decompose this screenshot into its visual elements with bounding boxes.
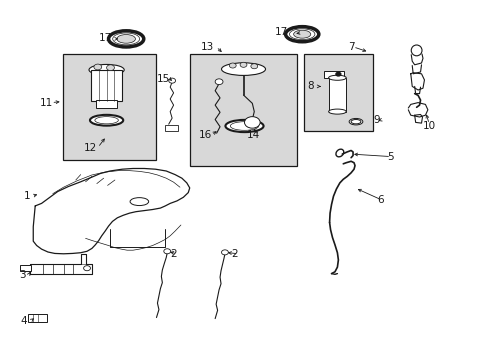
Circle shape: [168, 78, 175, 83]
Circle shape: [106, 65, 114, 71]
Text: 2: 2: [170, 249, 177, 259]
Ellipse shape: [335, 149, 343, 157]
Bar: [165, 125, 177, 131]
Text: 7: 7: [347, 42, 354, 52]
Text: 10: 10: [422, 121, 435, 131]
Text: 1: 1: [23, 191, 30, 201]
Bar: [20, 265, 31, 271]
Ellipse shape: [350, 120, 360, 124]
Ellipse shape: [328, 75, 346, 80]
Bar: [328, 78, 346, 112]
Polygon shape: [407, 103, 427, 117]
Circle shape: [229, 63, 236, 68]
Circle shape: [221, 250, 228, 255]
Bar: [323, 71, 344, 78]
Text: 12: 12: [83, 143, 97, 153]
Ellipse shape: [328, 109, 346, 114]
Text: 3: 3: [19, 270, 25, 280]
Text: 17: 17: [274, 27, 287, 37]
Text: 14: 14: [246, 130, 260, 140]
Ellipse shape: [89, 64, 124, 75]
Circle shape: [94, 64, 102, 70]
Text: 11: 11: [40, 98, 53, 108]
Polygon shape: [33, 168, 189, 254]
Ellipse shape: [285, 27, 318, 42]
Ellipse shape: [90, 115, 123, 126]
Bar: [96, 100, 117, 108]
Circle shape: [335, 72, 340, 76]
Ellipse shape: [117, 35, 135, 43]
Bar: [304, 54, 372, 131]
Ellipse shape: [348, 118, 362, 125]
Circle shape: [250, 64, 257, 69]
Bar: [189, 54, 297, 166]
Circle shape: [83, 266, 90, 271]
Ellipse shape: [410, 45, 421, 56]
Circle shape: [215, 79, 223, 85]
Ellipse shape: [230, 122, 258, 130]
Circle shape: [240, 62, 246, 67]
Polygon shape: [30, 254, 92, 274]
Ellipse shape: [293, 30, 310, 38]
Circle shape: [163, 249, 170, 254]
Text: 16: 16: [198, 130, 212, 140]
Ellipse shape: [95, 117, 118, 124]
Ellipse shape: [130, 198, 148, 206]
Text: 6: 6: [376, 195, 383, 205]
Text: 8: 8: [306, 81, 313, 91]
Text: 2: 2: [231, 249, 238, 259]
Text: 13: 13: [201, 42, 214, 52]
Text: 9: 9: [372, 114, 379, 125]
Bar: [91, 70, 122, 101]
Ellipse shape: [225, 120, 263, 132]
Ellipse shape: [108, 31, 143, 47]
Bar: [28, 314, 47, 322]
Circle shape: [244, 117, 260, 128]
Ellipse shape: [289, 29, 314, 40]
Text: 4: 4: [20, 316, 27, 326]
Text: 17: 17: [98, 33, 112, 43]
Ellipse shape: [221, 63, 265, 76]
Text: 15: 15: [157, 74, 170, 84]
Ellipse shape: [112, 33, 140, 45]
Bar: [62, 54, 155, 160]
Text: 5: 5: [386, 152, 393, 162]
